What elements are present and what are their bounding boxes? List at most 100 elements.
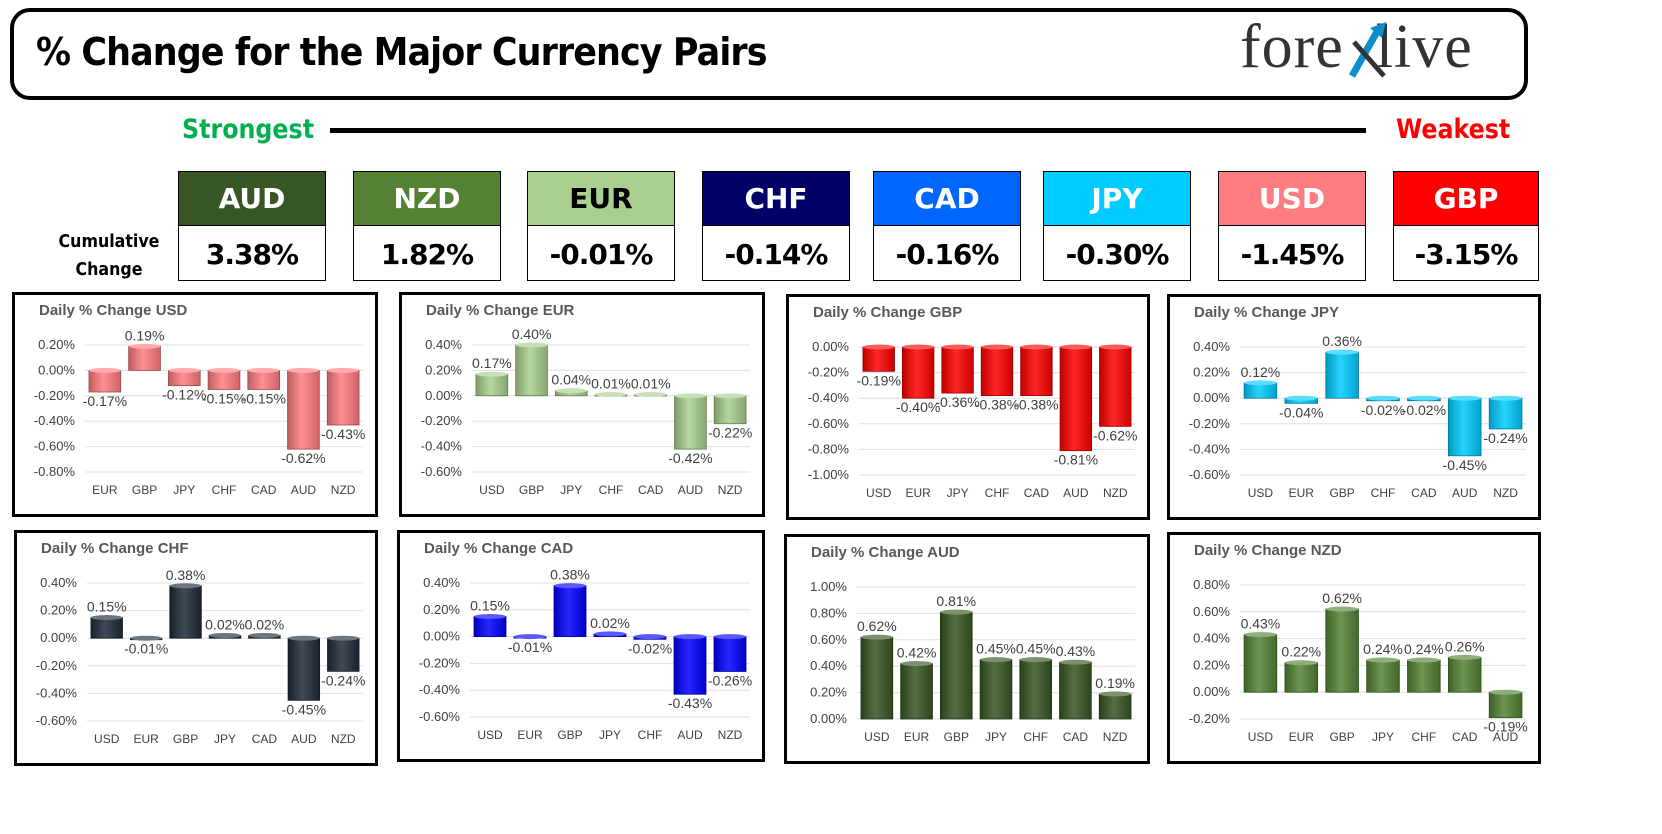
data-label: 0.43% (1056, 643, 1096, 659)
chart-title: Daily % Change CAD (424, 540, 574, 557)
y-tick-label: -0.60% (36, 713, 78, 728)
chart-panel-7: Daily % Change NZD 0.80% 0.60% 0.40% 0.20% 0.… (1167, 532, 1541, 764)
bar (862, 346, 895, 372)
bar (713, 636, 747, 672)
bar-cap (714, 634, 746, 640)
bar-cap (981, 344, 1013, 350)
cumulative-label-line2: Change (75, 259, 143, 280)
bar-cap (595, 392, 627, 398)
bar-cap (1325, 606, 1359, 612)
data-label: 0.01% (631, 376, 671, 392)
data-label: -0.45% (1443, 457, 1487, 473)
bar-cap (862, 344, 895, 350)
bar-cap (288, 635, 320, 641)
data-label: -0.15% (202, 390, 246, 406)
currency-cumulative-value: -0.01% (549, 237, 654, 271)
data-label: -0.22% (708, 425, 752, 441)
x-category-label: CAD (1063, 730, 1089, 744)
bar (979, 659, 1013, 720)
y-tick-label: -0.60% (34, 439, 76, 454)
weakest-label: Weakest (1396, 114, 1511, 145)
data-label: -0.24% (321, 672, 365, 688)
x-category-label: GBP (173, 732, 198, 746)
x-category-label: EUR (904, 730, 930, 744)
bar-cap (980, 657, 1012, 663)
chart-title: Daily % Change NZD (1194, 542, 1342, 559)
currency-code: AUD (179, 172, 325, 226)
bar-cap (474, 614, 506, 619)
bar-cap (1244, 632, 1277, 638)
data-label: -0.38% (1014, 397, 1058, 413)
data-label: 0.62% (1322, 590, 1362, 606)
currency-cumulative-value: 1.82% (380, 237, 474, 271)
data-label: 0.36% (1322, 333, 1362, 349)
x-category-label: NZD (1103, 486, 1128, 500)
bar-cap (1407, 395, 1441, 401)
bar-cap (168, 367, 201, 373)
bar-cap (1448, 395, 1482, 401)
bar (939, 611, 973, 720)
chart-panel-3: Daily % Change JPY 0.40% 0.20% 0.00% -0.20% -… (1167, 294, 1541, 520)
bar-cap (941, 344, 974, 350)
x-category-label: USD (1248, 730, 1274, 744)
currency-code: EUR (528, 172, 674, 226)
bar-cap (554, 583, 586, 589)
x-category-label: CAD (1452, 730, 1478, 744)
bar-cap (714, 393, 747, 399)
y-tick-label: 0.40% (425, 337, 462, 352)
data-label: 0.24% (1404, 641, 1444, 657)
y-tick-label: 0.20% (1193, 365, 1230, 380)
x-category-label: CAD (638, 483, 664, 497)
currency-code: CAD (874, 172, 1020, 226)
bar-cap (128, 343, 161, 349)
x-category-label: JPY (173, 483, 195, 497)
bar (207, 370, 241, 390)
bar-cap (634, 392, 667, 398)
x-category-label: CAD (1024, 486, 1050, 500)
y-tick-label: -0.20% (1189, 711, 1231, 726)
y-tick-label: -0.40% (419, 682, 461, 697)
bar-cap (1059, 659, 1092, 665)
bar (941, 346, 974, 394)
y-tick-label: 0.20% (38, 337, 75, 352)
chart-title: Daily % Change GBP (813, 304, 963, 321)
data-label: -0.62% (1093, 427, 1137, 443)
bar-cap (1325, 349, 1359, 355)
x-category-label: CAD (251, 483, 277, 497)
bar (473, 616, 507, 638)
bar (1020, 346, 1053, 397)
x-category-label: GBP (944, 730, 969, 744)
bar-cap (327, 367, 360, 373)
y-tick-label: -0.60% (421, 464, 463, 479)
bar (287, 370, 320, 450)
chart-panel-6: Daily % Change AUD 1.00% 0.80% 0.60% 0.40% 0.… (784, 534, 1150, 764)
y-tick-label: -0.80% (34, 464, 76, 479)
x-category-label: CHF (1371, 486, 1396, 500)
x-category-label: AUD (291, 732, 317, 746)
data-label: -0.36% (935, 394, 979, 410)
strength-scale-line (330, 128, 1366, 133)
currency-cumulative-value: -0.14% (724, 237, 829, 271)
data-label: -0.43% (668, 695, 712, 711)
x-category-label: AUD (677, 728, 703, 742)
y-tick-label: 0.20% (425, 362, 462, 377)
x-category-label: USD (477, 728, 503, 742)
bar-cap (1284, 660, 1318, 666)
data-label: -0.26% (708, 672, 752, 688)
y-tick-label: -0.40% (36, 685, 78, 700)
data-label: 0.22% (1281, 644, 1321, 660)
bar-cap (1366, 395, 1400, 401)
bar (673, 636, 707, 695)
data-label: -0.02% (1402, 402, 1446, 418)
x-category-label: GBP (132, 483, 157, 497)
data-label: -0.19% (1483, 719, 1527, 735)
bar-cap (900, 661, 933, 667)
bar (860, 636, 894, 720)
y-tick-label: 0.00% (1193, 684, 1230, 699)
bar-chart: 1.00% 0.80% 0.60% 0.40% 0.20% 0.00% 0.62% USD 0.… (810, 579, 1135, 744)
currency-code: NZD (354, 172, 500, 226)
bar-chart: 0.40% 0.20% 0.00% -0.20% -0.40% -0.60% 0.17% US… (421, 326, 753, 497)
x-category-label: CHF (985, 486, 1010, 500)
bar (88, 370, 122, 393)
y-tick-label: 0.00% (38, 362, 75, 377)
